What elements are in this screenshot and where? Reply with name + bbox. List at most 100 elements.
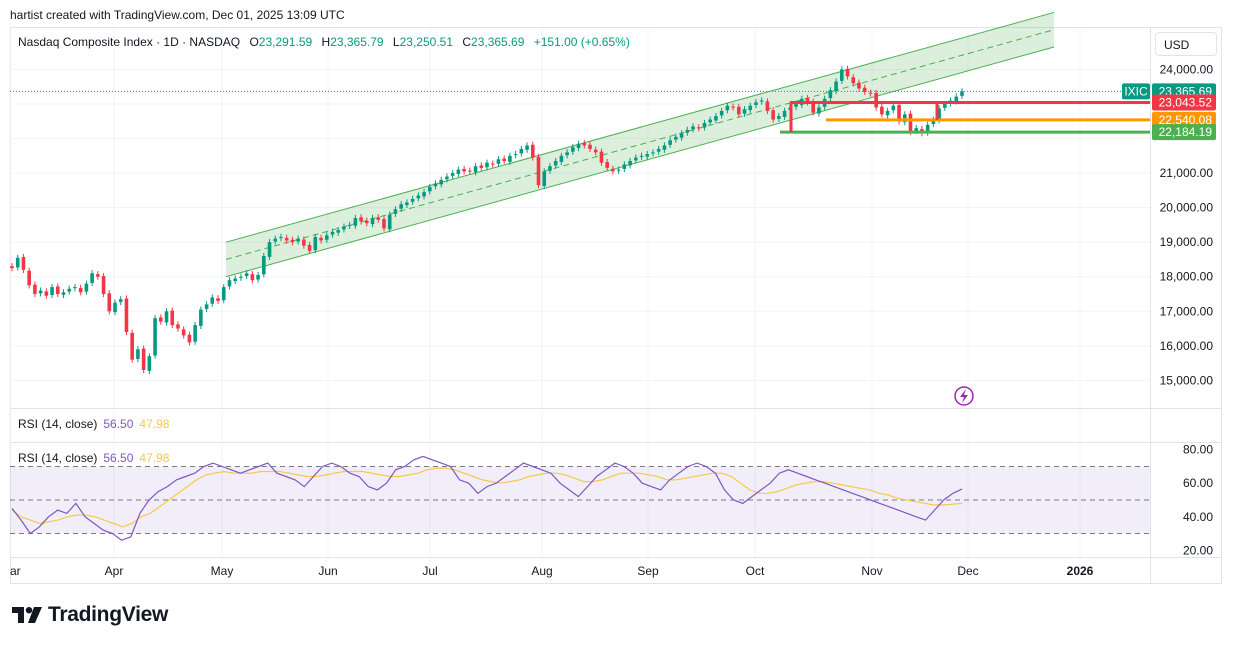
candle-body — [347, 224, 352, 226]
candle — [759, 97, 764, 105]
candle — [593, 146, 598, 156]
currency-selector[interactable]: USD — [1155, 32, 1217, 56]
candle-body — [645, 154, 650, 157]
time-tick-label: Apr — [105, 564, 124, 578]
close-value: 23,365.69 — [471, 35, 525, 49]
candle-body — [33, 284, 37, 294]
candle-body — [44, 291, 49, 296]
candle-body — [777, 116, 781, 119]
candle — [382, 215, 386, 232]
candle-body — [582, 143, 587, 146]
candle — [210, 294, 215, 307]
candle — [181, 326, 186, 339]
candle-body — [559, 155, 564, 162]
candle — [307, 241, 312, 254]
candle-body — [765, 101, 770, 111]
candle-body — [181, 329, 186, 336]
candle-body — [897, 105, 901, 122]
candle-body — [393, 209, 398, 214]
candle-body — [113, 302, 117, 313]
time-tick-label: Aug — [531, 564, 552, 578]
level-price-tag: 23,043.52 — [1159, 95, 1213, 109]
candle-body — [359, 217, 363, 222]
candle-body — [158, 317, 163, 322]
candle — [336, 226, 341, 236]
candle-body — [674, 136, 678, 140]
candle-body — [284, 237, 289, 241]
channel-upper-line — [225, 11, 1055, 243]
candle-body — [811, 101, 816, 113]
candle — [433, 180, 438, 190]
candle-body — [387, 214, 392, 230]
candle-body — [771, 110, 775, 120]
candle-body — [725, 105, 730, 111]
candle — [719, 107, 724, 119]
candle-body — [759, 100, 764, 102]
candle-body — [124, 298, 129, 332]
candle — [782, 107, 787, 121]
candle — [405, 199, 409, 209]
candle-body — [588, 144, 592, 149]
candle — [862, 84, 867, 96]
candle-body — [834, 81, 838, 92]
candle — [616, 166, 621, 174]
rsi-tick-label: 80.00 — [1183, 443, 1213, 457]
candle-body — [410, 199, 415, 202]
candle — [10, 263, 14, 272]
candle-body — [96, 274, 100, 277]
level-price-tag: 22,184.19 — [1159, 125, 1213, 139]
close-label: C — [462, 35, 472, 49]
candle — [582, 139, 587, 149]
candle-body — [15, 257, 20, 268]
tradingview-logo-text: TradingView — [48, 603, 169, 626]
candle — [685, 126, 690, 136]
channel-fill — [226, 12, 1054, 277]
candle — [164, 308, 169, 326]
candle-body — [336, 230, 341, 233]
rsi-pane-ma-value: 47.98 — [139, 451, 170, 465]
candle-body — [536, 156, 541, 186]
rsi-pane-value: 56.50 — [103, 451, 134, 465]
candle-body — [376, 217, 381, 220]
candle-body — [55, 286, 60, 294]
candle — [302, 236, 306, 249]
rsi-legend-top[interactable]: RSI (14, close) 56.50 47.98 — [18, 417, 169, 431]
candle-body — [468, 170, 472, 172]
candle — [456, 166, 461, 178]
candle-body — [267, 242, 272, 257]
candle — [176, 321, 180, 332]
candle-body — [565, 152, 569, 156]
candle — [874, 89, 878, 111]
candle-body — [445, 176, 449, 180]
open-value: 23,291.59 — [258, 35, 313, 49]
candle — [565, 149, 569, 159]
candle-body — [691, 126, 695, 130]
tradingview-logo[interactable]: TradingView — [12, 603, 168, 627]
candle — [353, 214, 358, 229]
candle — [960, 88, 964, 100]
candle — [227, 277, 232, 290]
rsi-legend-pane[interactable]: RSI (14, close) 56.50 47.98 — [18, 451, 169, 465]
candle — [204, 301, 209, 312]
candle-body — [662, 145, 667, 150]
candle-body — [84, 283, 89, 292]
rsi-tick-label: 20.00 — [1183, 543, 1213, 557]
candle — [708, 116, 712, 126]
candle-body — [954, 96, 959, 102]
candle-body — [748, 105, 753, 111]
symbol-legend[interactable]: Nasdaq Composite Index · 1D · NASDAQ O23… — [18, 35, 630, 49]
candle-body — [943, 104, 947, 108]
candle-body — [593, 149, 598, 153]
candle-body — [101, 276, 106, 294]
candle-body — [221, 287, 226, 301]
candle — [851, 74, 856, 87]
candle-body — [136, 349, 140, 359]
candle-body — [450, 173, 455, 176]
candle — [96, 271, 100, 280]
price-tick-label: 19,000.00 — [1160, 235, 1214, 249]
candle — [136, 346, 140, 363]
change-value: +151.00 (+0.65%) — [533, 35, 630, 49]
candle-body — [199, 309, 203, 326]
candle — [262, 252, 266, 278]
